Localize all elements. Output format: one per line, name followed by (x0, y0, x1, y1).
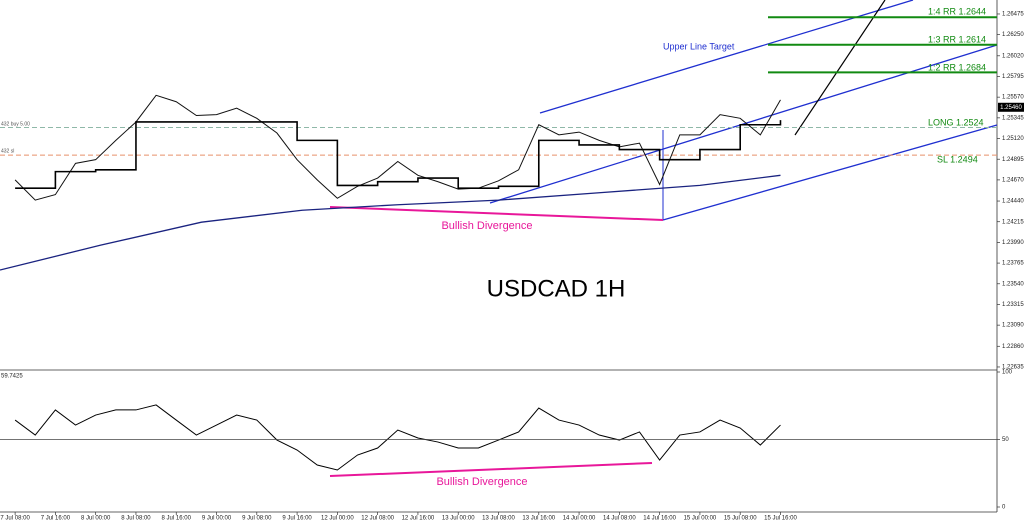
y-tick-label: 50 (1002, 437, 1009, 443)
divergence-line (329, 462, 653, 477)
series-line (15, 120, 782, 189)
y-tick-label: 1.24440 (1002, 199, 1024, 205)
y-tick-label: 1.24895 (1002, 157, 1024, 163)
y-tick-label: 1.26475 (1002, 12, 1024, 18)
x-tick-label: 12 Jul 00:00 (321, 516, 354, 522)
x-tick-label: 14 Jul 08:00 (603, 516, 636, 522)
x-tick-label: 15 Jul 08:00 (724, 516, 757, 522)
x-tick-label: 8 Jul 08:00 (121, 516, 151, 522)
series-line (14, 94, 781, 201)
y-tick-label: 1.23540 (1002, 281, 1024, 287)
x-tick-label: 13 Jul 16:00 (522, 516, 555, 522)
x-tick-label: 12 Jul 16:00 (402, 516, 435, 522)
chart-title: USDCAD 1H (487, 275, 626, 302)
annotation: SL 1.2494 (937, 154, 978, 164)
y-tick-label: 1.23765 (1002, 261, 1024, 267)
y-tick-label: 100 (1002, 370, 1013, 376)
y-tick-label: 1.26250 (1002, 32, 1024, 38)
annotation: Upper Line Target (663, 41, 735, 51)
indicator-value: 59.7425 (1, 374, 23, 380)
y-tick-label: 1.24670 (1002, 177, 1024, 183)
y-tick-label: 1.23315 (1002, 302, 1024, 308)
annotation: 1:3 RR 1.2614 (928, 34, 986, 44)
x-tick-label: 15 Jul 16:00 (764, 516, 797, 522)
annotation: 432 sl (1, 148, 14, 154)
y-tick-label: 1.22635 (1002, 365, 1024, 371)
y-tick-label: 1.25345 (1002, 115, 1024, 121)
y-tick-label: 1.22860 (1002, 344, 1024, 350)
y-tick-label: 1.23090 (1002, 323, 1024, 329)
annotation: LONG 1.2524 (928, 117, 984, 127)
y-tick-label: 0 (1002, 505, 1006, 511)
price-tag-label: 1.25460 (1000, 105, 1022, 111)
x-tick-label: 8 Jul 16:00 (162, 516, 192, 522)
x-tick-label: 9 Jul 00:00 (202, 516, 232, 522)
y-tick-label: 1.25570 (1002, 95, 1024, 101)
y-tick-label: 1.26020 (1002, 53, 1024, 59)
channel-line (662, 124, 998, 221)
channel-line (539, 0, 914, 114)
x-tick-label: 7 Jul 08:00 (0, 516, 30, 522)
annotation: Bullish Divergence (436, 476, 527, 488)
y-tick-label: 1.24215 (1002, 219, 1024, 225)
x-tick-label: 12 Jul 08:00 (361, 516, 394, 522)
x-tick-label: 9 Jul 08:00 (242, 516, 272, 522)
annotation: 1:2 RR 1.2684 (928, 62, 986, 72)
x-tick-label: 7 Jul 16:00 (41, 516, 71, 522)
x-tick-label: 13 Jul 00:00 (442, 516, 475, 522)
series-line (0, 174, 781, 271)
x-tick-label: 13 Jul 08:00 (482, 516, 515, 522)
x-tick-label: 14 Jul 00:00 (563, 516, 596, 522)
x-tick-label: 14 Jul 16:00 (643, 516, 676, 522)
annotation: 432 buy 5.00 (1, 121, 30, 127)
annotation: Bullish Divergence (441, 220, 532, 232)
price-tag (998, 102, 1024, 112)
annotation: 1:4 RR 1.2644 (928, 6, 986, 16)
y-tick-label: 1.25120 (1002, 136, 1024, 142)
divergence-line (329, 206, 664, 221)
series-line (14, 404, 781, 471)
y-tick-label: 1.25795 (1002, 74, 1024, 80)
y-tick-label: 1.23990 (1002, 240, 1024, 246)
x-tick-label: 8 Jul 00:00 (81, 516, 111, 522)
x-tick-label: 9 Jul 16:00 (282, 516, 312, 522)
x-tick-label: 15 Jul 00:00 (684, 516, 717, 522)
projection-line (794, 0, 886, 136)
